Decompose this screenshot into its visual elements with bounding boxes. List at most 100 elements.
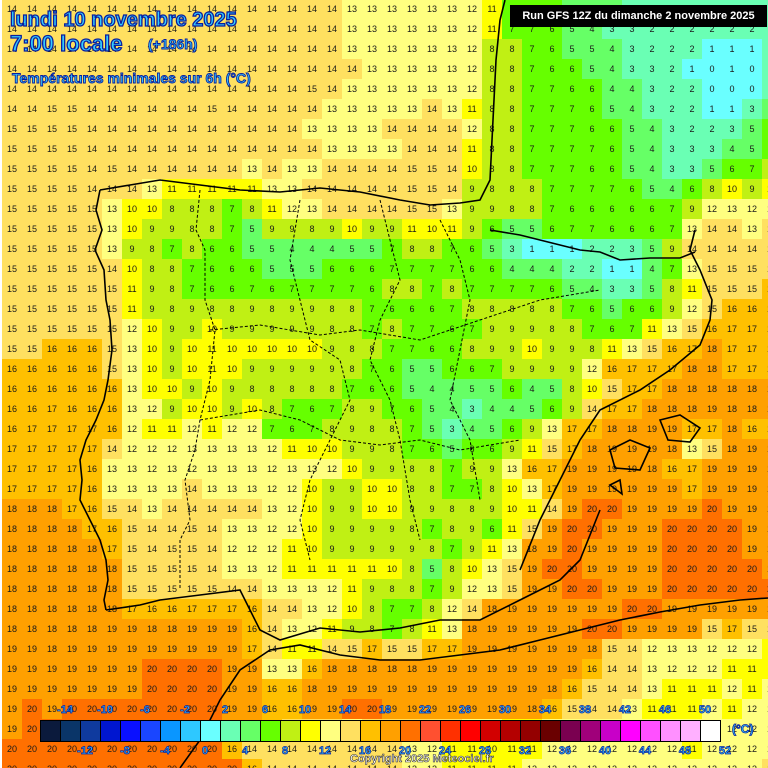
temperature-value: 11 (467, 104, 477, 114)
temperature-value: 14 (226, 24, 237, 34)
grid-cell (722, 159, 742, 179)
grid-cell (202, 159, 222, 179)
grid-cell (142, 99, 162, 119)
temperature-value: 8 (489, 64, 495, 74)
temperature-value: 13 (406, 24, 417, 34)
temperature-value: 14 (326, 24, 337, 34)
temperature-value: 14 (386, 124, 397, 134)
temperature-value: 6 (609, 164, 615, 174)
temperature-value: 14 (446, 124, 457, 134)
temperature-value: 14 (66, 44, 77, 54)
legend-swatch (641, 721, 661, 741)
temperature-value: 3 (669, 144, 675, 154)
grid-cell (162, 19, 182, 39)
grid-cell (142, 139, 162, 159)
temperature-value: 3 (649, 104, 655, 114)
grid-cell (442, 0, 462, 19)
grid-cell (2, 0, 22, 19)
grid-cell (82, 139, 102, 159)
grid-cell (22, 159, 42, 179)
grid-cell (362, 39, 382, 59)
temperature-value: 5 (709, 164, 715, 174)
legend-swatch (701, 721, 720, 741)
temperature-value: 13 (426, 44, 437, 54)
grid-cell (402, 39, 422, 59)
legend-swatch (81, 721, 101, 741)
forecast-date: lundi 10 novembre 2025 (9, 8, 237, 31)
grid-cell (282, 99, 302, 119)
temperature-value: 14 (126, 124, 137, 134)
grid-cell (662, 79, 682, 99)
temperature-value: 11 (247, 184, 257, 194)
temperature-value: 11 (487, 24, 497, 34)
legend-label: 50 (698, 704, 712, 717)
grid-cell (82, 79, 102, 99)
legend-label: 18 (378, 704, 392, 717)
grid-cell (62, 59, 82, 79)
grid-cell (222, 59, 242, 79)
grid-cell (182, 0, 202, 19)
legend-swatch (501, 721, 521, 741)
temperature-value: 5 (629, 124, 635, 134)
temperature-value: 5 (629, 144, 635, 154)
grid-cell (582, 79, 602, 99)
temperature-value: 14 (226, 124, 237, 134)
grid-cell (622, 79, 642, 99)
grid-cell (42, 119, 62, 139)
temperature-value: 14 (226, 64, 237, 74)
temperature-value: 14 (306, 64, 317, 74)
temperature-value: 12 (466, 84, 477, 94)
temperature-value: 0 (749, 84, 755, 94)
legend-label: 22 (418, 704, 432, 717)
temperature-value: 14 (6, 84, 17, 94)
temperature-value: 14 (26, 24, 37, 34)
grid-cell (422, 179, 442, 199)
legend-label: 46 (658, 704, 672, 717)
legend-swatch (601, 721, 621, 741)
grid-cell (2, 159, 22, 179)
temperature-value: 6 (549, 44, 555, 54)
grid-cell (22, 99, 42, 119)
grid-cell (662, 119, 682, 139)
temperature-value: 14 (146, 44, 157, 54)
grid-cell (342, 119, 362, 139)
grid-cell (82, 179, 102, 199)
grid-cell (322, 99, 342, 119)
temperature-value: 14 (326, 4, 337, 14)
temperature-value: 14 (426, 144, 437, 154)
temperature-value: 9 (469, 184, 475, 194)
legend-swatch (261, 721, 281, 741)
temperature-value: 14 (86, 84, 97, 94)
temperature-value: 14 (246, 84, 257, 94)
temperature-value: 14 (126, 84, 137, 94)
temperature-value: 7 (529, 124, 535, 134)
temperature-value: 8 (509, 124, 515, 134)
grid-cell (442, 179, 462, 199)
grid-cell (422, 19, 442, 39)
temperature-value: 14 (46, 4, 57, 14)
temperature-value: 15 (46, 144, 57, 154)
temperature-value: 14 (66, 24, 77, 34)
temperature-value: 13 (386, 44, 397, 54)
temperature-value: 14 (146, 84, 157, 94)
temperature-value: 14 (346, 184, 357, 194)
grid-cell (442, 59, 462, 79)
temperature-value: 14 (26, 64, 37, 74)
grid-cell (462, 59, 482, 79)
grid-cell (62, 119, 82, 139)
temperature-value: 4 (629, 104, 635, 114)
temperature-value: 2 (669, 24, 675, 34)
legend-swatch (581, 721, 601, 741)
grid-cell (162, 179, 182, 199)
legend-label: -10 (97, 704, 114, 717)
temperature-value: 4 (589, 24, 595, 34)
grid-cell (2, 59, 22, 79)
grid-cell (122, 39, 142, 59)
grid-cell (242, 0, 262, 19)
grid-cell (142, 159, 162, 179)
grid-cell (22, 79, 42, 99)
temperature-value: 13 (246, 164, 257, 174)
grid-cell (302, 79, 322, 99)
temperature-value: 8 (489, 104, 495, 114)
grid-cell (702, 139, 722, 159)
